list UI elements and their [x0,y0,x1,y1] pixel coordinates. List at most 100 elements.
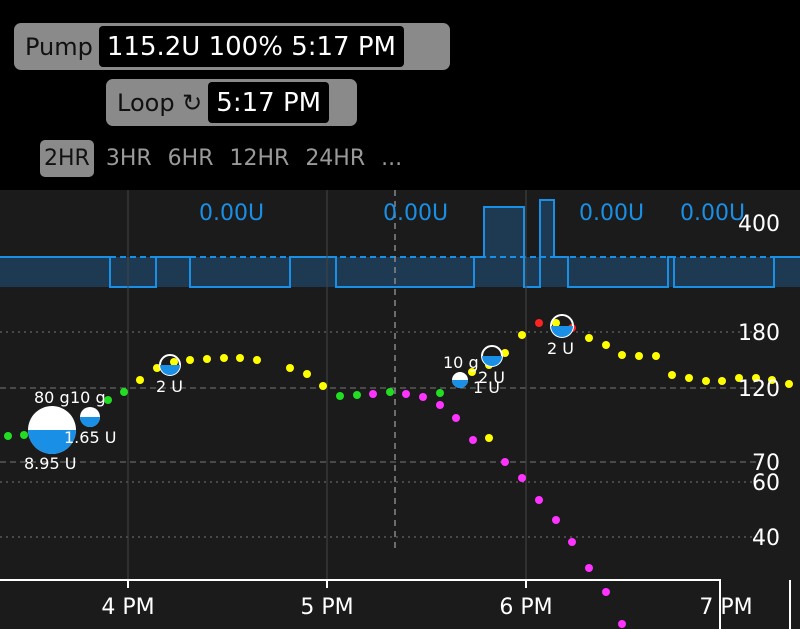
basal-label: 0.00U [383,201,448,226]
pump-label: Pump [25,32,93,61]
loop-label: Loop ↻ [117,88,203,117]
basal-label: 0.00U [579,201,644,226]
glucose-dot-predicted [535,496,543,504]
basal-label: 0.00U [199,201,264,226]
glucose-dot-in_range [702,377,710,385]
glucose-dot-in_range [552,319,560,327]
glucose-dot-low [386,388,394,396]
glucose-dot-predicted [436,401,444,409]
glucose-dot-low [4,432,12,440]
bolus-marker-5[interactable] [550,314,574,338]
carb-bolus-large[interactable] [28,406,76,454]
pump-value: 115.2U 100% 5:17 PM [98,26,404,67]
glucose-dot-in_range [785,380,793,388]
bolus-marker-1[interactable] [80,407,100,427]
glucose-dot-in_range [136,376,144,384]
glucose-dot-in_range [303,370,311,378]
bg-tick-label: 180 [738,321,780,346]
treatment-label: 2 U [478,368,505,387]
bolus-marker-3[interactable] [452,372,468,388]
glucose-dot-predicted [602,588,610,596]
pump-status-pill[interactable]: Pump 115.2U 100% 5:17 PM [14,23,450,70]
glucose-dot-predicted [452,414,460,422]
glucose-dot-low [120,388,128,396]
bg-tick-label: 40 [752,526,780,551]
glucose-dot-low [104,396,112,404]
x-tick-label: 5 PM [300,595,353,620]
glucose-dot-low [336,392,344,400]
glucose-dot-in_range [501,349,509,357]
glucose-dot-predicted [518,474,526,482]
glucose-dot-predicted [419,393,427,401]
glucose-dot-in_range [153,364,161,372]
glucose-dot-in_range [203,355,211,363]
glucose-dot-predicted [618,620,626,628]
basal-delivered-line [0,199,800,288]
glucose-dot-predicted [369,390,377,398]
loop-status-pill[interactable]: Loop ↻ 5:17 PM [106,79,357,126]
treatment-label: 1 U [473,378,500,397]
bolus-marker-4[interactable] [481,345,503,367]
glucose-dot-predicted [469,436,477,444]
treatment-label: 80 g [34,388,70,407]
range-more[interactable]: ... [381,145,403,171]
time-range-selector: 2HR 3HR 6HR 12HR 24HR ... [40,138,414,178]
glucose-dot-low [353,391,361,399]
treatment-label: 10 g [70,388,106,407]
treatment-label: 1.65 U [64,428,116,447]
x-tick-label: 7 PM [699,595,752,620]
glucose-dot-in_range [752,374,760,382]
x-tick-label: 6 PM [499,595,552,620]
treatment-label: 10 g [443,353,479,372]
glucose-dot-in_range [635,352,643,360]
glucose-dot-in_range [668,371,676,379]
glucose-dot-in_range [319,382,327,390]
glucose-chart-svg: 80 g 10 g 1.65 U 8.95 U 2 U 10 g 2 U 1 U… [0,190,800,629]
x-tick-label: 4 PM [101,595,154,620]
glucose-dot-in_range [518,331,526,339]
glucose-dot-in_range [186,356,194,364]
basal-band [0,257,800,287]
glucose-dot-high [535,319,543,327]
glucose-dot-in_range [485,434,493,442]
basal-tick-label: 400 [738,212,780,237]
bolus-marker-2[interactable] [159,354,181,376]
glucose-dot-in_range [170,358,178,366]
glucose-dot-in_range [652,352,660,360]
glucose-dot-in_range [468,368,476,376]
x-axis-frame [0,579,721,629]
glucose-dot-in_range [236,354,244,362]
glucose-dot-low [436,389,444,397]
glucose-dot-in_range [718,377,726,385]
glucose-chart[interactable]: 80 g 10 g 1.65 U 8.95 U 2 U 10 g 2 U 1 U… [0,190,800,629]
range-24hr[interactable]: 24HR [305,145,366,171]
glucose-dot-in_range [685,374,693,382]
glucose-dot-in_range [286,364,294,372]
range-6hr[interactable]: 6HR [167,145,214,171]
basal-label: 0.00U [680,201,745,226]
glucose-dot-predicted [568,538,576,546]
glucose-dot-predicted [585,564,593,572]
bg-tick-label: 60 [752,471,780,496]
basal-bolus-bar-2 [540,200,554,287]
treatment-label: 2 U [156,377,183,396]
glucose-dot-predicted [402,390,410,398]
glucose-dot-low [20,431,28,439]
basal-bolus-bar [484,207,524,287]
glucose-dot-in_range [585,334,593,342]
range-2hr[interactable]: 2HR [40,139,94,177]
treatment-label: 8.95 U [24,454,76,473]
bg-tick-label: 120 [738,377,780,402]
range-12hr[interactable]: 12HR [229,145,290,171]
treatment-label: 2 U [547,339,574,358]
bg-tick-label: 70 [752,451,780,476]
glucose-dot-predicted [501,458,509,466]
glucose-dot-in_range [618,351,626,359]
glucose-dot-in_range [602,341,610,349]
range-3hr[interactable]: 3HR [105,145,152,171]
glucose-dot-predicted [552,516,560,524]
loop-value: 5:17 PM [208,82,330,123]
glucose-dot-in_range [768,376,776,384]
glucose-dot-in_range [253,356,261,364]
glucose-dot-in_range [735,374,743,382]
